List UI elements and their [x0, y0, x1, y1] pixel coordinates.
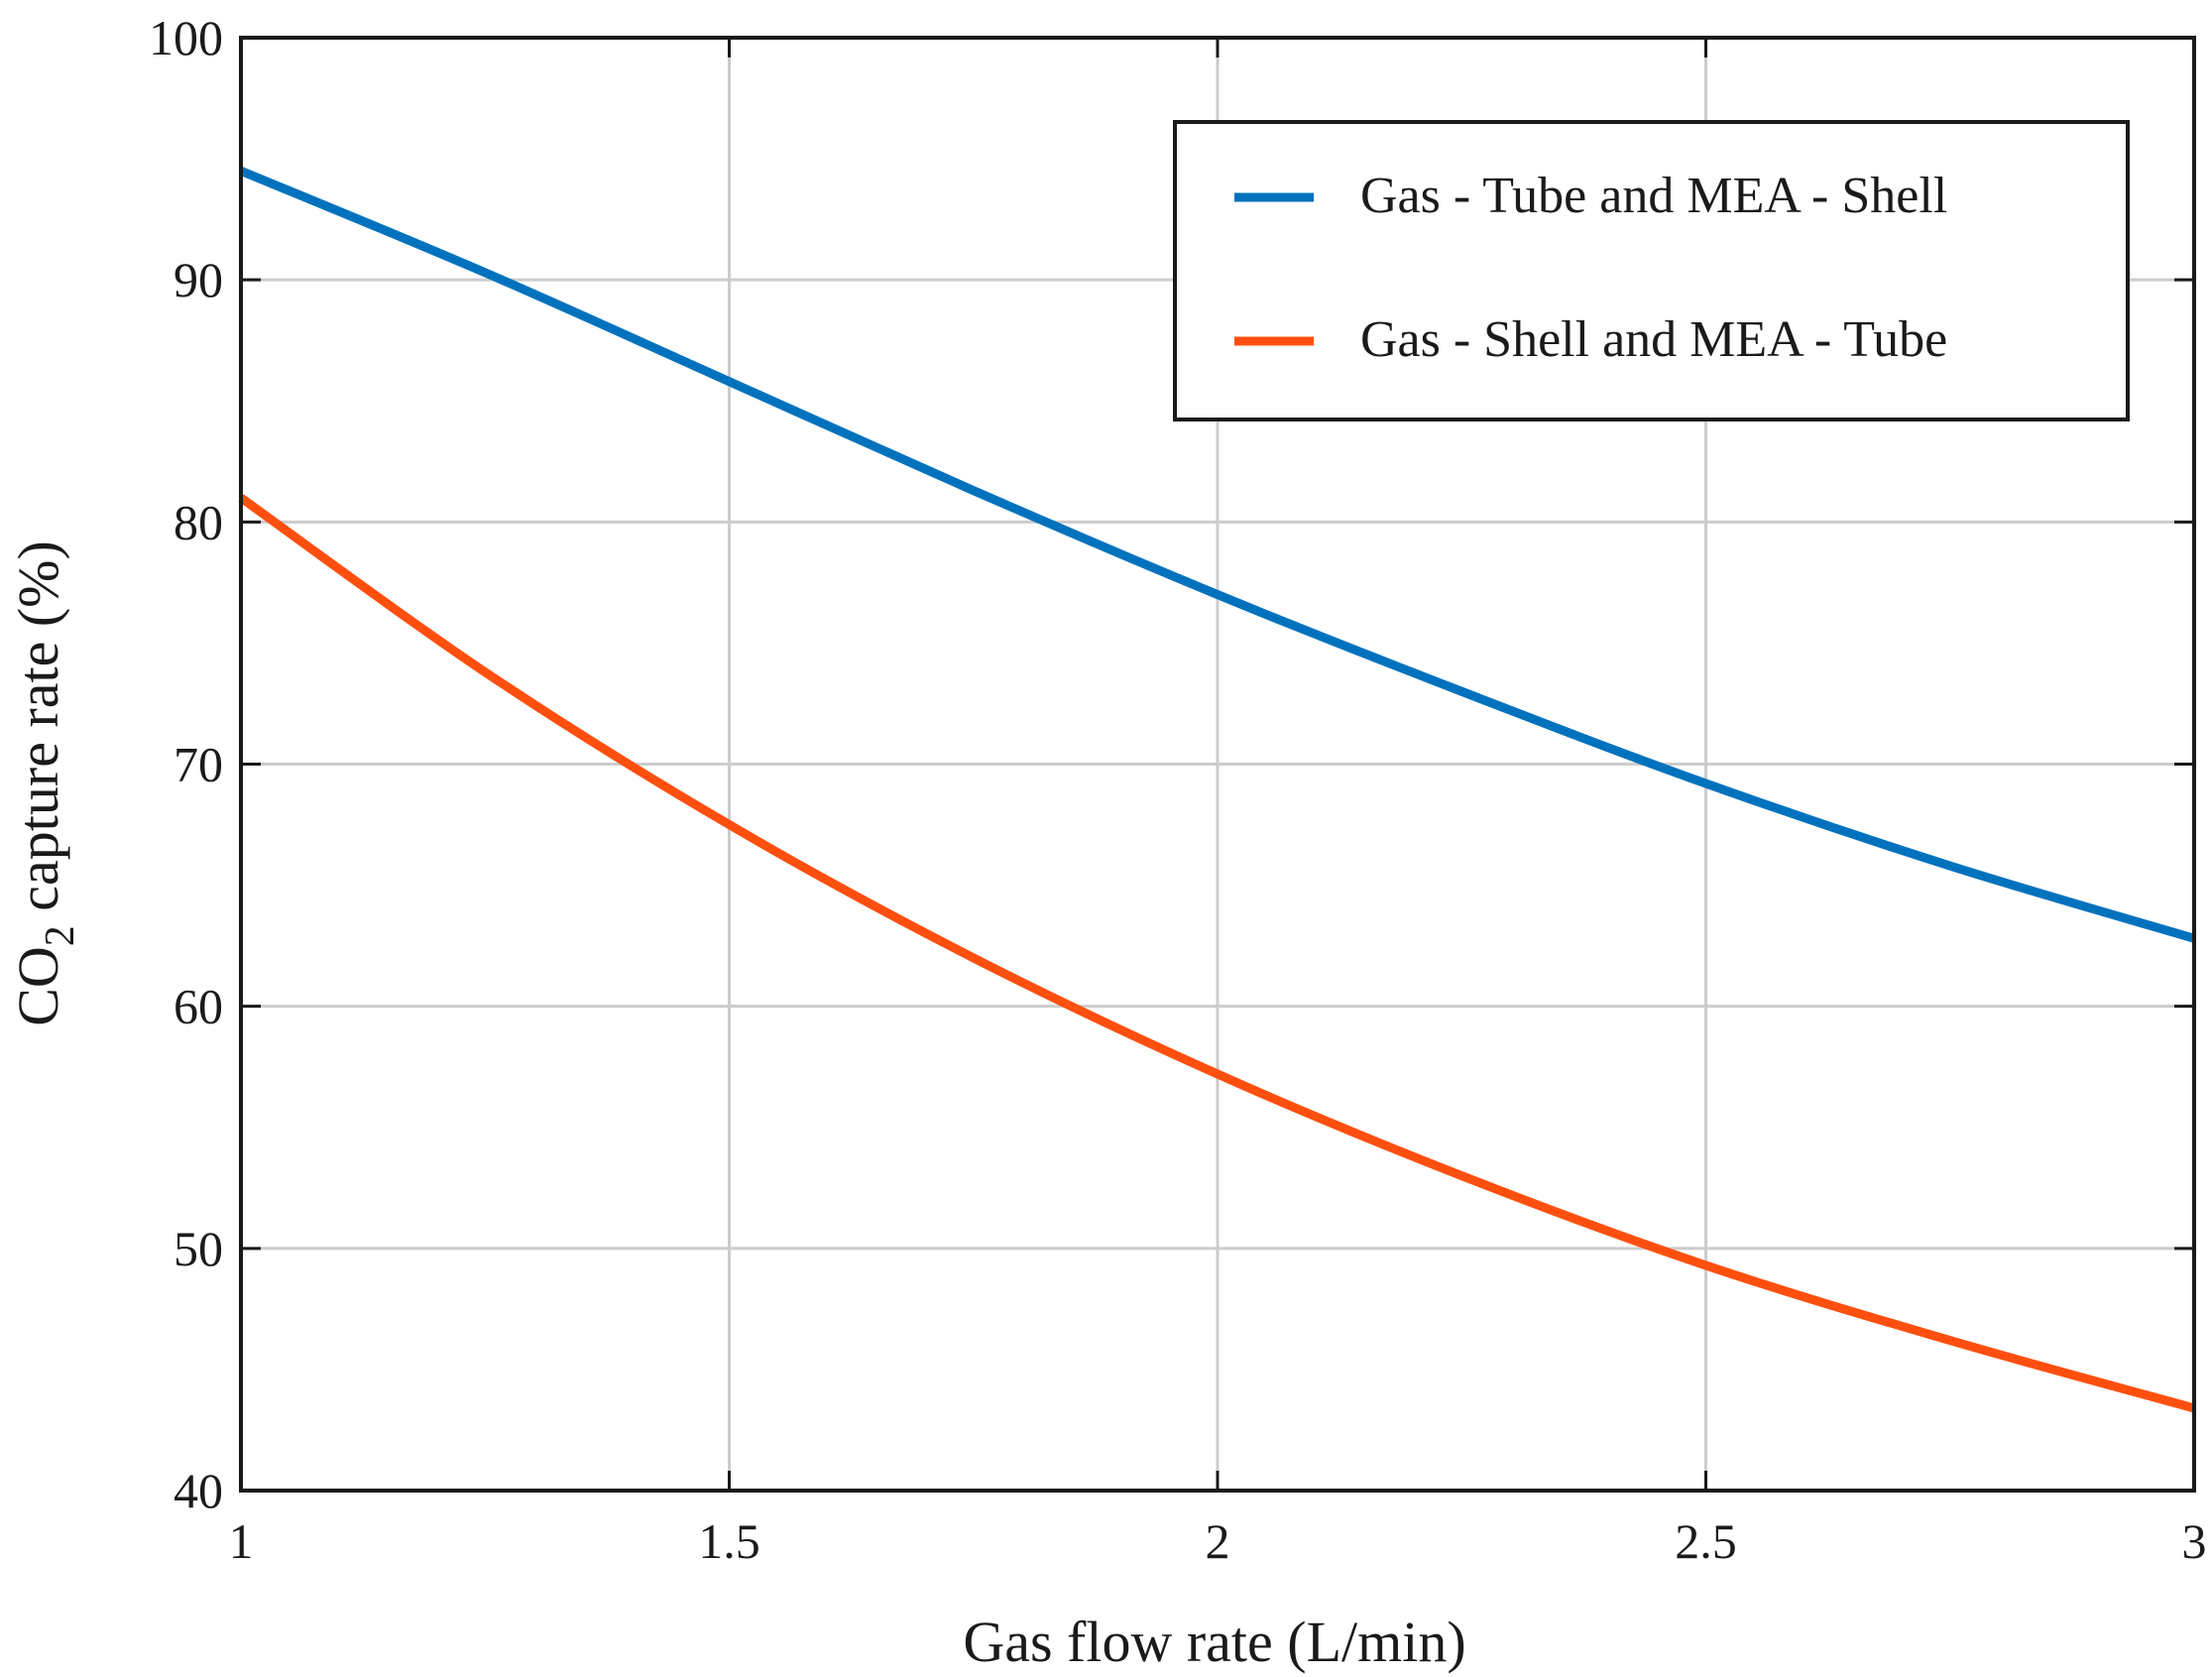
y-tick-label: 50 [174, 1221, 223, 1276]
legend-label-series-1: Gas - Tube and MEA - Shell [1360, 168, 1947, 224]
series-line-2 [238, 494, 2196, 1413]
y-axis-label-subscript: 2 [38, 925, 83, 946]
series-layer [238, 167, 2196, 1413]
legend-box [1173, 120, 2130, 421]
tick-label-layer: 1 1.5 2 2.5 3 40 50 60 70 80 90 100 [149, 10, 2207, 1569]
legend-label-series-2: Gas - Shell and MEA - Tube [1360, 311, 1947, 368]
legend: Gas - Tube and MEA - Shell Gas - Shell a… [1173, 120, 2130, 421]
x-tick-label: 2 [1206, 1513, 1230, 1569]
x-tick-label: 1.5 [698, 1513, 760, 1569]
y-tick-label: 100 [149, 10, 223, 65]
y-tick-label: 70 [174, 737, 223, 792]
x-tick-label: 2.5 [1675, 1513, 1737, 1569]
y-tick-label: 90 [174, 252, 223, 307]
plot-frame [239, 36, 2196, 1493]
y-axis-label-rest: capture rate (%) [6, 540, 70, 925]
y-axis-label-main: CO [6, 946, 70, 1026]
x-tick-label: 1 [229, 1513, 254, 1569]
series-line-1 [239, 167, 2196, 943]
y-tick-label: 80 [174, 494, 223, 549]
axes-layer [239, 36, 2196, 1493]
y-tick-label: 40 [174, 1463, 223, 1518]
x-tick-label: 3 [2182, 1513, 2207, 1569]
y-tick-label: 60 [174, 979, 223, 1034]
x-axis-label: Gas flow rate (L/min) [963, 1610, 1465, 1674]
y-axis-label: CO2 capture rate (%) [6, 540, 83, 1026]
